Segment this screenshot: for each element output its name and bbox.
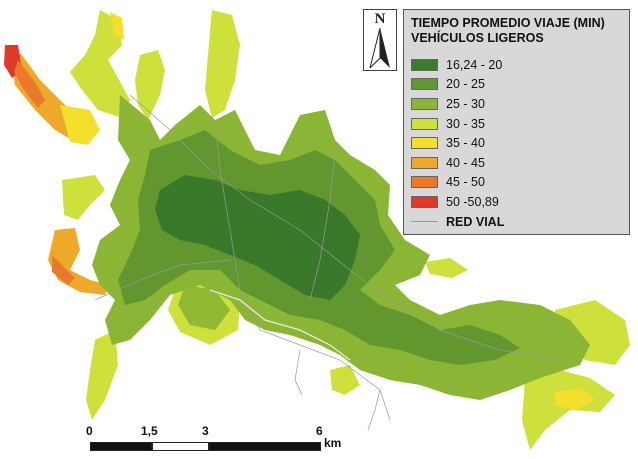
scale-unit: km	[324, 436, 342, 450]
scale-bar: 0 1,5 3 6 km	[86, 424, 348, 454]
legend-label: 35 - 40	[446, 136, 485, 151]
zone-40-50	[4, 12, 595, 410]
road-swatch	[411, 216, 438, 228]
legend-title: TIEMPO PROMEDIO VIAJE (MIN) VEHÍCULOS LI…	[411, 16, 605, 46]
legend-swatch	[411, 195, 438, 208]
scale-tick-label: 0	[86, 424, 93, 438]
legend-item: 25 - 30	[411, 94, 504, 114]
legend-title-line1: TIEMPO PROMEDIO VIAJE (MIN)	[411, 16, 605, 30]
legend-swatch	[411, 58, 438, 71]
legend-label: 25 - 30	[446, 96, 485, 111]
legend-swatch	[411, 78, 438, 91]
legend-item: 35 - 40	[411, 133, 504, 153]
legend-road-label: RED VIAL	[446, 214, 505, 229]
map-legend: TIEMPO PROMEDIO VIAJE (MIN) VEHÍCULOS LI…	[403, 9, 630, 235]
legend-title-line2: VEHÍCULOS LIGEROS	[411, 31, 544, 45]
legend-item: 20 - 25	[411, 75, 504, 95]
legend-label: 16,24 - 20	[446, 57, 503, 72]
legend-item: 30 - 35	[411, 114, 504, 134]
north-arrow-icon	[369, 28, 390, 68]
legend-label: 20 - 25	[446, 77, 485, 92]
legend-swatch	[411, 117, 438, 130]
legend-item: 50 -50,89	[411, 192, 504, 212]
north-arrow: N	[363, 9, 397, 71]
north-letter: N	[374, 11, 386, 27]
legend-label: 40 - 45	[446, 155, 485, 170]
legend-label: 45 - 50	[446, 175, 485, 190]
scale-tick-label: 3	[202, 424, 209, 438]
scale-tick-label: 6	[316, 424, 323, 438]
legend-item: 16,24 - 20	[411, 55, 504, 75]
legend-item: 40 - 45	[411, 153, 504, 173]
road-network	[94, 94, 561, 431]
legend-item: 45 - 50	[411, 173, 504, 193]
legend-items: 16,24 - 20 20 - 25 25 - 30 30 - 35 35 - 40 40…	[411, 55, 504, 231]
scale-segment	[90, 442, 152, 451]
legend-swatch	[411, 176, 438, 189]
legend-label: 50 -50,89	[446, 194, 499, 209]
river	[209, 289, 351, 361]
legend-swatch	[411, 137, 438, 150]
scale-segment	[209, 442, 321, 451]
legend-swatch	[411, 97, 438, 110]
legend-item-road: RED VIAL	[411, 212, 504, 232]
legend-label: 30 - 35	[446, 116, 485, 131]
legend-swatch	[411, 156, 438, 169]
scale-tick-label: 1,5	[141, 424, 158, 438]
scale-segment	[152, 442, 209, 451]
